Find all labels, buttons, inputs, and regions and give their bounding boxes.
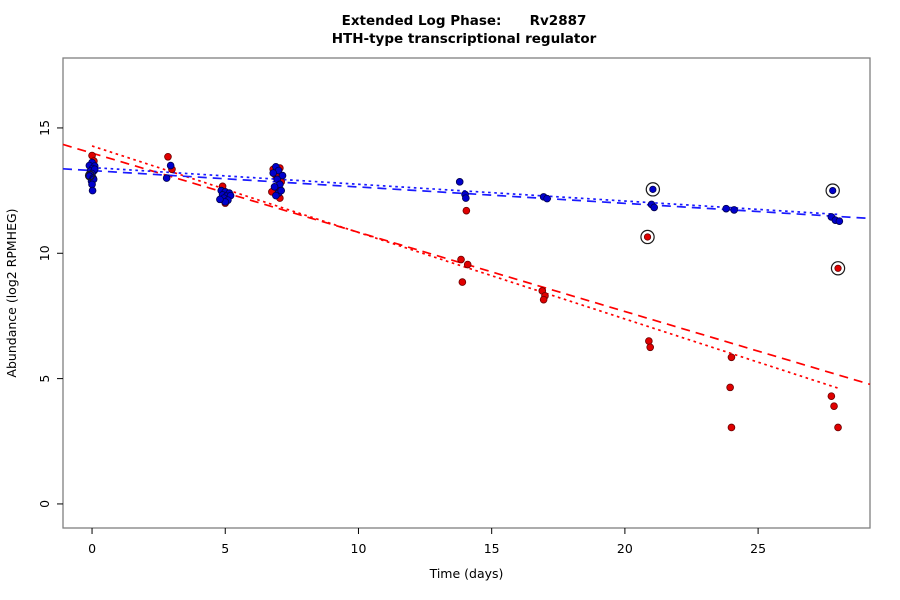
data-point [646, 343, 654, 352]
data-point [730, 206, 738, 214]
data-point [270, 183, 279, 191]
outlier-point [829, 187, 837, 195]
data-point [457, 255, 465, 264]
data-point [269, 169, 278, 177]
y-tick-label: 0 [37, 500, 52, 508]
y-tick-label: 15 [37, 120, 52, 136]
chart-title-line1: Extended Log Phase: Rv2887 [342, 13, 587, 29]
data-point [539, 295, 548, 304]
data-point [88, 186, 97, 195]
data-point [462, 194, 470, 202]
x-tick-label: 15 [484, 541, 500, 556]
data-point [645, 337, 653, 345]
data-point [830, 402, 838, 410]
data-point [88, 180, 96, 189]
data-point [162, 174, 171, 182]
data-point [462, 206, 471, 215]
data-point [727, 423, 736, 432]
data-point [278, 171, 287, 180]
x-tick-label: 0 [88, 541, 96, 556]
data-point [722, 204, 730, 213]
outlier-point [834, 264, 842, 272]
data-point [277, 186, 286, 195]
y-tick-label: 10 [37, 245, 52, 261]
data-point [835, 217, 844, 225]
data-point [543, 194, 551, 203]
data-point [650, 203, 658, 212]
data-point [216, 195, 224, 204]
data-point [827, 392, 836, 400]
y-axis-title: Abundance (log2 RPMHEG) [4, 208, 19, 377]
y-tick-label: 5 [37, 375, 52, 383]
x-tick-label: 5 [221, 541, 229, 556]
plot-box [62, 57, 871, 529]
data-point [726, 383, 734, 392]
plot-area: 0 5 10 15 20 25 0 5 10 15 Time (days) Abundance (lo… [4, 57, 871, 581]
x-tick-label: 25 [750, 541, 766, 556]
data-point [166, 161, 175, 170]
x-tick-label: 10 [351, 541, 367, 556]
x-tick-label: 20 [617, 541, 633, 556]
data-point [272, 191, 280, 200]
outlier-point [649, 185, 657, 193]
data-point [164, 152, 172, 161]
data-point [458, 278, 467, 286]
data-point [463, 260, 472, 269]
data-point [455, 178, 464, 186]
data-point [727, 353, 736, 362]
outlier-point [643, 233, 652, 241]
chart-title-line2: HTH-type transcriptional regulator [332, 31, 597, 47]
open-circle-point [84, 170, 95, 181]
x-axis-title: Time (days) [429, 566, 504, 581]
data-point [834, 423, 842, 432]
